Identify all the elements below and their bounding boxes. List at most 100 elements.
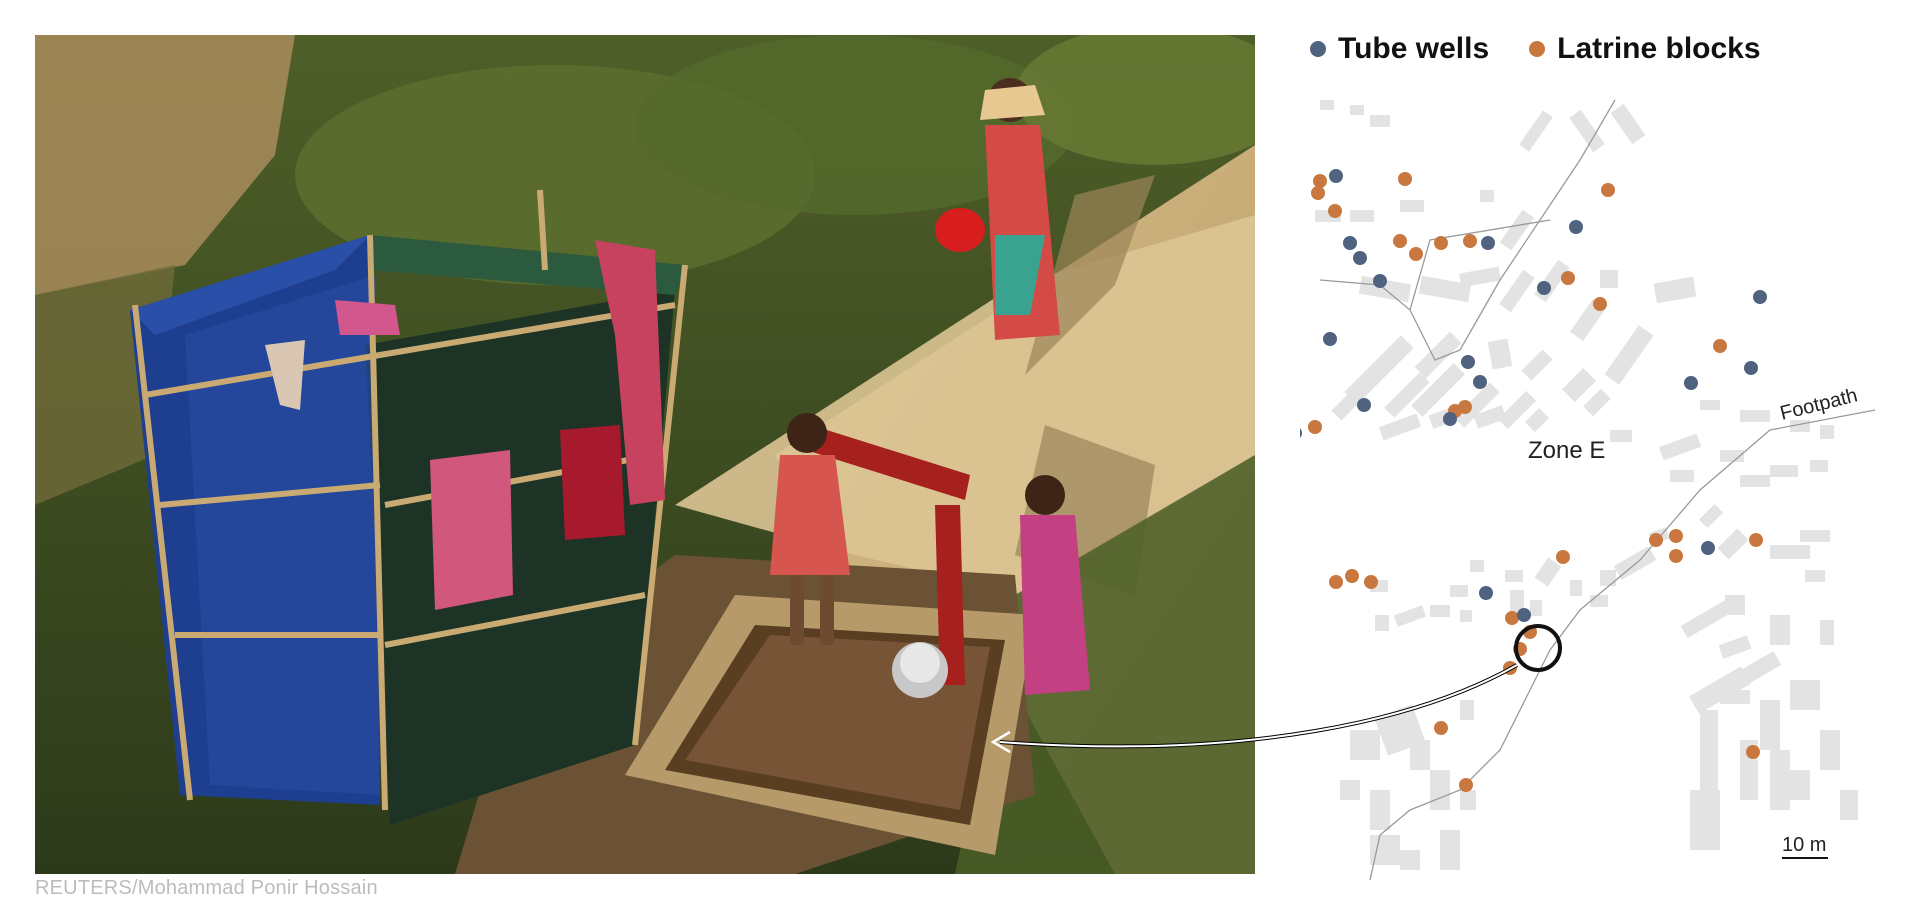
building-footprint xyxy=(1740,410,1770,422)
legend-item-tube-wells: Tube wells xyxy=(1310,32,1489,66)
building-footprint xyxy=(1770,615,1790,645)
building-footprint xyxy=(1717,528,1749,560)
latrine-block-point xyxy=(1669,549,1683,563)
latrine-block-point xyxy=(1329,575,1343,589)
building-footprint xyxy=(1680,595,1740,639)
building-footprint xyxy=(1440,830,1460,870)
latrine-block-point xyxy=(1364,575,1378,589)
building-footprint xyxy=(1460,610,1472,622)
building-footprint xyxy=(1459,266,1501,288)
building-footprint xyxy=(1790,770,1810,800)
building-footprint xyxy=(1384,372,1430,418)
building-footprint xyxy=(1524,407,1550,433)
tube-well-point xyxy=(1373,274,1387,288)
latrine-block-point xyxy=(1393,234,1407,248)
building-footprint xyxy=(1344,335,1414,405)
latrine-block-point xyxy=(1669,529,1683,543)
building-footprint xyxy=(1570,580,1582,596)
latrine-block-point xyxy=(1459,778,1473,792)
scale-bar: 10 m xyxy=(1782,834,1828,859)
tube-well-point xyxy=(1753,290,1767,304)
building-footprint xyxy=(1805,570,1825,582)
footpath-label: Footpath xyxy=(1778,384,1860,424)
legend-item-latrine-blocks: Latrine blocks xyxy=(1529,32,1761,66)
highlighted-tube-well-circle xyxy=(1514,624,1562,672)
building-footprint xyxy=(1613,546,1657,580)
building-footprint xyxy=(1519,110,1553,152)
latrine-block-point xyxy=(1561,271,1575,285)
building-footprint xyxy=(1800,530,1830,542)
latrine-block-point xyxy=(1398,172,1412,186)
latrine-dot-icon xyxy=(1529,41,1546,57)
tube-well-point xyxy=(1461,355,1475,369)
building-footprint xyxy=(1370,115,1390,127)
building-footprint xyxy=(1562,368,1596,402)
building-footprint xyxy=(1499,209,1535,251)
tube-well-point xyxy=(1569,220,1583,234)
building-footprint xyxy=(1530,600,1542,616)
building-footprint xyxy=(1418,275,1472,303)
building-footprint xyxy=(1590,595,1608,607)
latrine-block-point xyxy=(1649,533,1663,547)
building-footprint xyxy=(1350,210,1374,222)
building-footprint xyxy=(1698,503,1724,529)
building-footprint xyxy=(1770,750,1790,810)
building-footprint xyxy=(1331,389,1363,421)
building-footprint xyxy=(1820,730,1840,770)
tube-well-point xyxy=(1473,375,1487,389)
building-footprint xyxy=(1820,425,1834,439)
building-footprint xyxy=(1720,690,1750,704)
building-footprint xyxy=(1378,413,1422,441)
building-footprint xyxy=(1400,200,1424,212)
tube-well-point xyxy=(1744,361,1758,375)
tube-well-point xyxy=(1357,398,1371,412)
building-footprint xyxy=(1718,635,1752,659)
building-footprint xyxy=(1700,710,1718,790)
zone-label: Zone E xyxy=(1528,437,1605,464)
building-footprint xyxy=(1569,109,1605,153)
tube-well-dot-icon xyxy=(1310,41,1326,57)
latrine-block-point xyxy=(1463,234,1477,248)
latrine-block-point xyxy=(1311,186,1325,200)
building-footprint xyxy=(1320,100,1334,110)
building-footprint xyxy=(1583,388,1611,417)
building-footprint xyxy=(1454,382,1500,428)
tube-well-point xyxy=(1701,541,1715,555)
building-footprint xyxy=(1497,390,1537,430)
tube-well-point xyxy=(1481,236,1495,250)
map-legend: Tube wells Latrine blocks xyxy=(1310,32,1761,66)
building-footprint xyxy=(1600,570,1616,586)
latrine-block-point xyxy=(1556,550,1570,564)
building-footprint xyxy=(1510,590,1524,614)
building-footprint xyxy=(1410,740,1430,770)
latrine-block-point xyxy=(1328,204,1342,218)
building-footprint xyxy=(1470,560,1484,572)
latrine-block-point xyxy=(1593,297,1607,311)
building-footprint xyxy=(1820,620,1834,645)
building-footprint xyxy=(1460,790,1476,810)
latrine-block-point xyxy=(1434,236,1448,250)
legend-label-tube-wells: Tube wells xyxy=(1338,32,1490,65)
building-footprint xyxy=(1653,276,1697,304)
building-footprint xyxy=(1473,405,1507,429)
building-footprint xyxy=(1480,190,1494,202)
building-footprint xyxy=(1350,730,1380,760)
tube-well-point xyxy=(1300,428,1302,438)
building-footprint xyxy=(1400,850,1420,870)
building-footprint xyxy=(1534,557,1562,587)
tube-well-point xyxy=(1684,376,1698,390)
building-footprint xyxy=(1411,363,1465,417)
footpaths xyxy=(1319,99,1876,880)
building-footprint xyxy=(1450,585,1468,597)
building-footprint xyxy=(1600,270,1618,288)
building-footprint xyxy=(1487,338,1513,370)
latrine-block-point xyxy=(1505,611,1519,625)
building-footprint xyxy=(1740,475,1770,487)
building-footprint xyxy=(1460,700,1474,720)
tube-well-point xyxy=(1537,281,1551,295)
latrine-block-point xyxy=(1308,420,1322,434)
building-footprint xyxy=(1393,605,1427,627)
latrine-block-point xyxy=(1503,661,1517,675)
building-footprint xyxy=(1690,790,1720,850)
latrine-block-point xyxy=(1713,339,1727,353)
